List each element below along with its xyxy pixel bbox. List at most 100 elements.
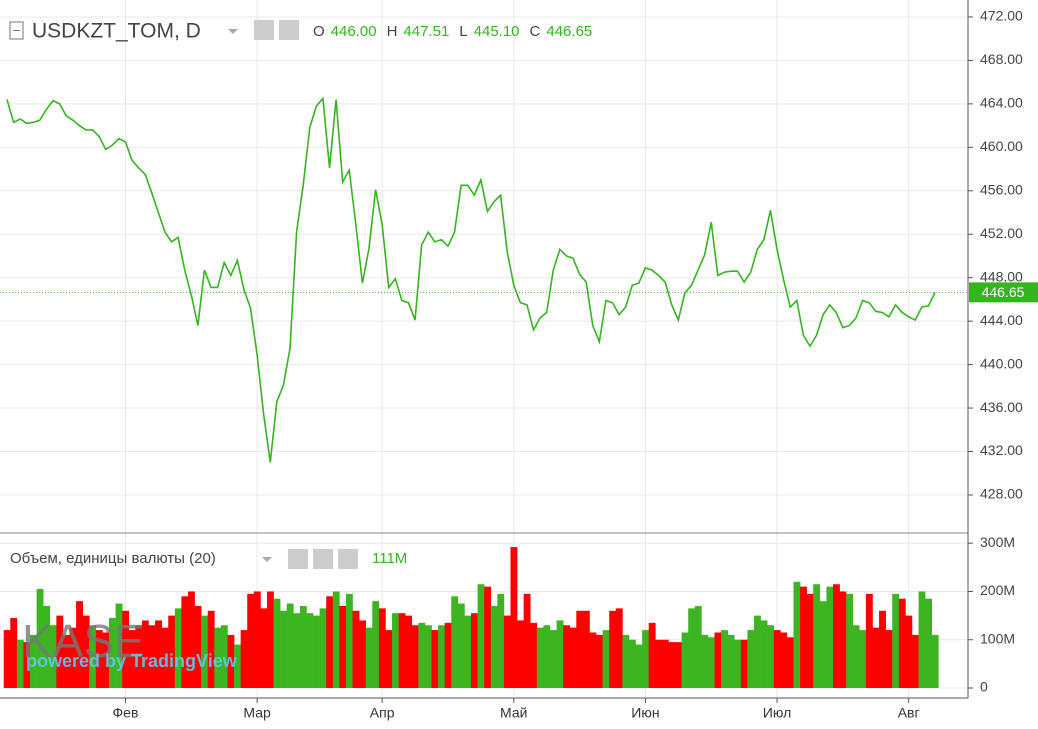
- ohlc-key: C: [530, 23, 541, 40]
- volume-bar: [438, 625, 445, 688]
- ohlc-value: 445.10: [474, 23, 520, 40]
- y-tick-label: 436.00: [980, 399, 1023, 415]
- x-tick-label: Май: [500, 705, 527, 721]
- volume-bar: [596, 634, 603, 688]
- volume-bar: [517, 620, 524, 688]
- y-tick-label: 468.00: [980, 51, 1023, 67]
- volume-bar: [754, 615, 761, 688]
- x-tick-label: Апр: [370, 705, 395, 721]
- volume-bar: [503, 615, 511, 688]
- y-tick-label: 444.00: [980, 312, 1023, 328]
- volume-bar: [273, 598, 281, 688]
- x-tick-label: Июл: [763, 705, 791, 721]
- volume-bar: [411, 625, 419, 688]
- y-tick-label: 0: [980, 679, 988, 695]
- volume-bar: [306, 613, 314, 688]
- volume-bar: [543, 625, 551, 688]
- volume-bar: [62, 634, 70, 688]
- volume-bar: [260, 608, 268, 688]
- volume-bar: [378, 608, 386, 688]
- volume-bar: [609, 610, 617, 688]
- volume-bar: [234, 644, 241, 688]
- volume-bar: [23, 642, 31, 688]
- y-tick-label: 428.00: [980, 486, 1023, 502]
- watermark-logo: KASE: [22, 615, 145, 667]
- volume-bar: [885, 630, 893, 688]
- collapse-icon[interactable]: [9, 21, 24, 40]
- volume-settings-button[interactable]: [313, 549, 333, 569]
- volume-bar: [694, 605, 702, 688]
- y-tick-label: 452.00: [980, 225, 1023, 241]
- volume-bar: [280, 610, 288, 688]
- volume-bar: [589, 632, 597, 688]
- volume-bar: [530, 622, 538, 688]
- volume-bar: [635, 644, 643, 688]
- volume-bar: [345, 593, 353, 688]
- symbol-title: USDKZT_TOM, D: [32, 20, 201, 43]
- volume-bar: [688, 608, 696, 688]
- volume-bar: [563, 625, 571, 688]
- volume-bar: [431, 630, 439, 688]
- volume-close-button[interactable]: [338, 549, 358, 569]
- volume-bar: [905, 615, 913, 688]
- volume-bar: [141, 620, 149, 688]
- volume-bar: [780, 632, 788, 688]
- volume-bar: [898, 598, 906, 688]
- volume-dropdown[interactable]: [262, 557, 272, 562]
- volume-bar: [721, 630, 728, 688]
- volume-bar: [892, 593, 900, 688]
- volume-bar: [490, 605, 498, 688]
- y-tick-label: 440.00: [980, 355, 1023, 371]
- volume-bar: [471, 613, 478, 688]
- ohlc-legend: O 446.00 H 447.51 L 445.10 C 446.65: [313, 23, 592, 40]
- volume-bar: [819, 601, 827, 688]
- symbol-dropdown[interactable]: [228, 29, 238, 34]
- volume-bar: [536, 627, 544, 688]
- volume-bar: [56, 615, 64, 688]
- volume-bar: [89, 625, 97, 688]
- volume-bar: [392, 613, 399, 688]
- volume-bar: [69, 627, 77, 688]
- volume-bar: [747, 630, 755, 688]
- volume-bar: [326, 596, 334, 688]
- volume-bar: [128, 630, 136, 688]
- volume-bar: [800, 586, 807, 688]
- volume-bar: [806, 593, 814, 688]
- volume-bar: [43, 605, 51, 688]
- volume-bar: [622, 634, 630, 688]
- ohlc-value: 446.00: [331, 23, 377, 40]
- volume-bar: [477, 584, 485, 688]
- volume-bar: [148, 625, 156, 688]
- volume-bar: [115, 603, 123, 688]
- settings-button[interactable]: [279, 20, 299, 40]
- volume-bar: [385, 630, 393, 688]
- volume-bar: [523, 593, 531, 688]
- volume-bar: [740, 639, 748, 688]
- ohlc-key: O: [313, 23, 325, 40]
- y-tick-label: 456.00: [980, 181, 1023, 197]
- volume-bar: [365, 627, 373, 688]
- last-price-label: 446.65: [982, 284, 1025, 300]
- volume-bar: [549, 630, 557, 688]
- volume-bar: [398, 613, 406, 688]
- eye-button[interactable]: [254, 20, 274, 40]
- volume-bar: [767, 625, 775, 688]
- price-line: [6, 96, 936, 463]
- volume-bar: [661, 639, 669, 688]
- volume-bar: [207, 610, 215, 688]
- volume-eye-button[interactable]: [288, 549, 308, 569]
- volume-bar: [668, 642, 676, 688]
- volume-bar: [253, 591, 261, 688]
- volume-bar: [418, 622, 426, 688]
- volume-bar: [879, 610, 886, 688]
- volume-bar: [793, 581, 801, 688]
- volume-bar: [582, 610, 590, 688]
- volume-bar: [675, 642, 682, 688]
- volume-bar: [451, 596, 459, 688]
- volume-bar: [168, 615, 176, 688]
- volume-bar: [3, 630, 11, 688]
- volume-bar: [484, 586, 492, 688]
- volume-bar: [76, 601, 83, 688]
- volume-bar: [510, 547, 518, 688]
- volume-bar: [786, 637, 794, 688]
